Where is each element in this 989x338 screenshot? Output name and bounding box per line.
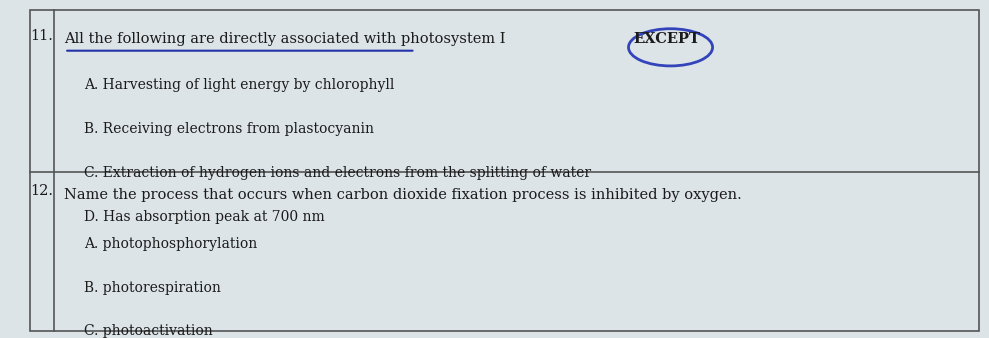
- Text: 12.: 12.: [30, 184, 53, 198]
- Text: C. photoactivation: C. photoactivation: [84, 324, 213, 338]
- Text: B. photorespiration: B. photorespiration: [84, 281, 221, 294]
- Text: All the following are directly associated with photosystem I: All the following are directly associate…: [64, 32, 510, 46]
- Text: D. Has absorption peak at 700 nm: D. Has absorption peak at 700 nm: [84, 210, 324, 223]
- Text: C. Extraction of hydrogen ions and electrons from the splitting of water: C. Extraction of hydrogen ions and elect…: [84, 166, 591, 179]
- Text: Name the process that occurs when carbon dioxide fixation process is inhibited b: Name the process that occurs when carbon…: [64, 188, 742, 201]
- Text: A. photophosphorylation: A. photophosphorylation: [84, 237, 257, 250]
- Text: B. Receiving electrons from plastocyanin: B. Receiving electrons from plastocyanin: [84, 122, 374, 136]
- Text: EXCEPT: EXCEPT: [633, 32, 700, 46]
- Text: 11.: 11.: [30, 29, 53, 43]
- Text: A. Harvesting of light energy by chlorophyll: A. Harvesting of light energy by chlorop…: [84, 78, 395, 92]
